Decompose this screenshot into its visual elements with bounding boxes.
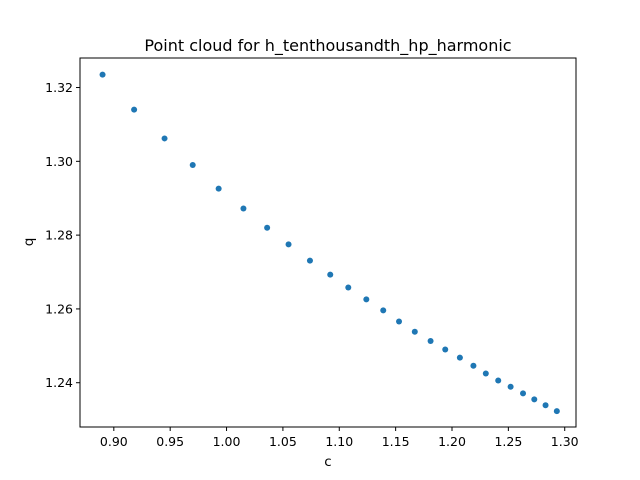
x-tick-label: 0.95 [156, 434, 184, 449]
data-point [99, 71, 106, 78]
x-tick-label: 1.25 [494, 434, 522, 449]
data-point [240, 205, 247, 212]
data-point [456, 354, 463, 361]
x-tick-label: 1.15 [382, 434, 410, 449]
y-tick-label: 1.30 [45, 154, 73, 169]
y-axis-label: q [21, 238, 37, 247]
data-point [553, 408, 560, 415]
data-point [470, 362, 477, 369]
y-tick-label: 1.28 [45, 228, 73, 243]
data-point [427, 338, 434, 345]
x-tick-label: 1.10 [325, 434, 353, 449]
chart-title: Point cloud for h_tenthousandth_hp_harmo… [144, 36, 511, 56]
data-point [542, 402, 549, 409]
data-point [189, 162, 196, 169]
y-tick-label: 1.32 [45, 80, 73, 95]
y-axis-ticks: 1.24 1.26 1.28 1.30 1.32 [45, 80, 80, 390]
x-tick-label: 1.30 [551, 434, 579, 449]
data-point [495, 377, 502, 384]
y-tick-label: 1.26 [45, 301, 73, 316]
data-point [345, 284, 352, 291]
x-tick-label: 0.90 [100, 434, 128, 449]
x-axis-label: c [324, 454, 331, 470]
data-point [131, 106, 138, 113]
y-tick-label: 1.24 [45, 375, 73, 390]
data-point [442, 346, 449, 353]
x-tick-label: 1.20 [438, 434, 466, 449]
data-points [99, 71, 560, 415]
data-point [396, 318, 403, 325]
data-point [161, 135, 168, 142]
data-point [520, 390, 527, 397]
data-point [264, 224, 271, 231]
data-point [411, 328, 418, 335]
data-point [285, 241, 292, 248]
x-tick-label: 1.05 [269, 434, 297, 449]
data-point [363, 296, 370, 303]
plot-area-frame [79, 57, 577, 428]
data-point [215, 185, 222, 192]
data-point [531, 396, 538, 403]
data-point [306, 257, 313, 264]
data-point [507, 383, 514, 390]
x-axis-ticks: 0.90 0.95 1.00 1.05 1.10 1.15 1.20 1.25 1.30 [100, 427, 579, 449]
data-point [327, 271, 334, 278]
data-point [380, 307, 387, 314]
x-tick-label: 1.00 [213, 434, 241, 449]
data-point [482, 370, 489, 377]
